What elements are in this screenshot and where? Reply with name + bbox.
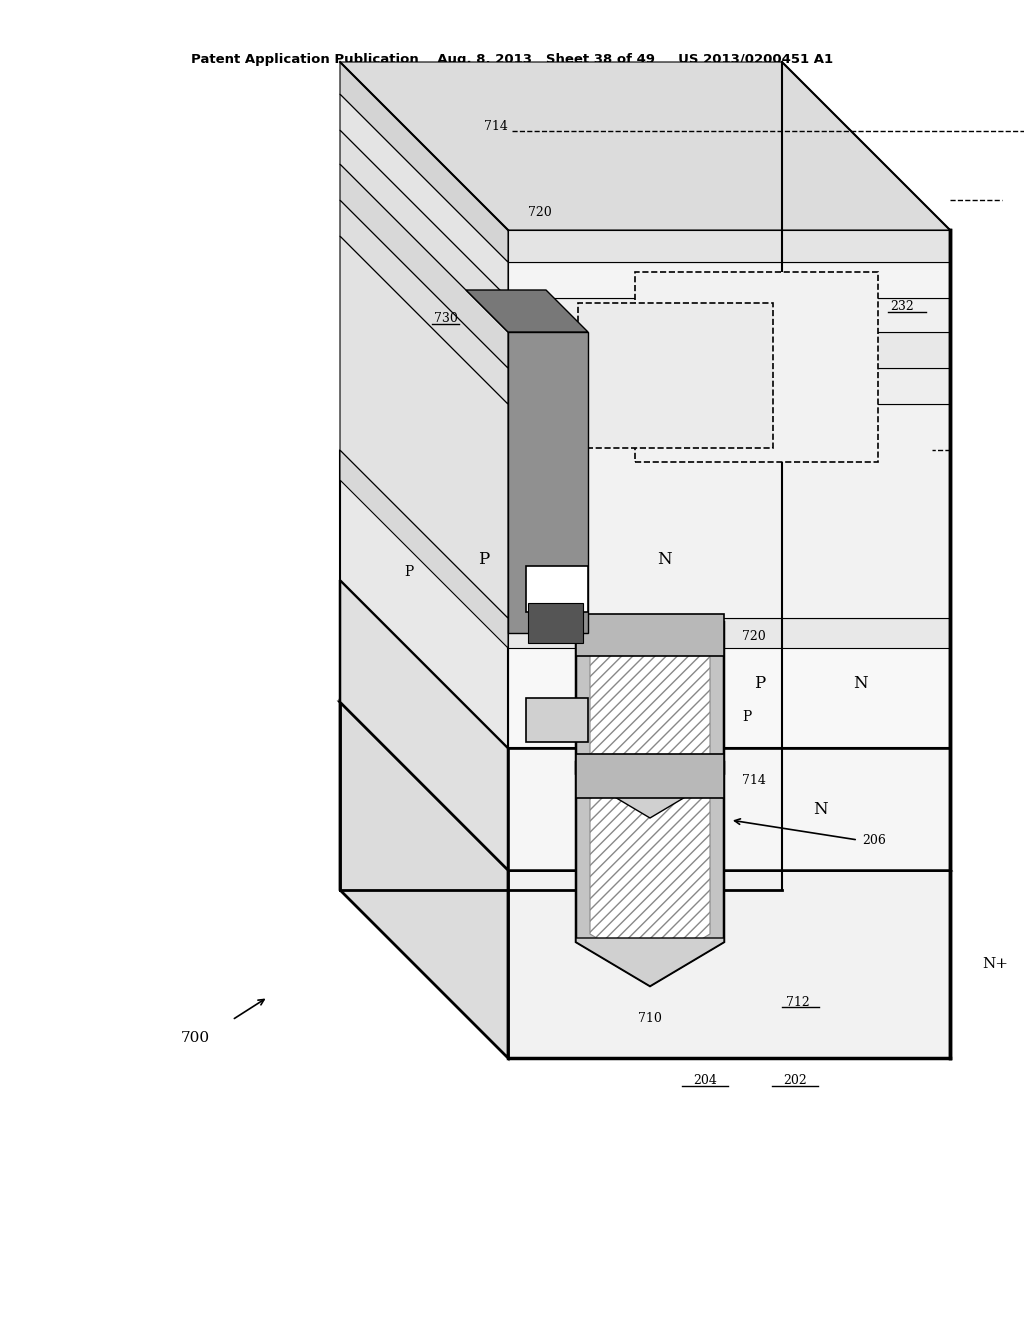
Polygon shape (575, 614, 724, 656)
Bar (578, 304, 773, 447)
Polygon shape (340, 450, 508, 748)
Polygon shape (508, 333, 588, 634)
Text: P: P (755, 675, 766, 692)
Polygon shape (340, 201, 508, 404)
Text: N+: N+ (982, 957, 1008, 972)
Polygon shape (340, 94, 508, 298)
Polygon shape (528, 603, 583, 643)
Polygon shape (508, 748, 950, 870)
Text: 714: 714 (484, 120, 508, 132)
Text: 712: 712 (786, 995, 810, 1008)
Polygon shape (340, 450, 950, 618)
Text: N: N (656, 550, 672, 568)
Polygon shape (340, 579, 508, 870)
Polygon shape (590, 622, 710, 803)
Polygon shape (340, 579, 950, 748)
Polygon shape (508, 368, 950, 404)
Polygon shape (340, 702, 950, 870)
Polygon shape (590, 762, 710, 970)
Bar (635, 272, 878, 462)
Polygon shape (340, 236, 950, 404)
Text: 206: 206 (862, 833, 886, 846)
Text: N+: N+ (640, 628, 660, 642)
Text: 716: 716 (639, 884, 662, 898)
Text: 234: 234 (664, 282, 687, 296)
Polygon shape (340, 201, 950, 368)
Polygon shape (340, 129, 950, 298)
Polygon shape (526, 698, 588, 742)
Text: N: N (813, 800, 827, 817)
Polygon shape (340, 450, 950, 618)
Text: N+: N+ (548, 715, 566, 725)
Polygon shape (466, 290, 588, 333)
Polygon shape (340, 129, 508, 333)
Polygon shape (340, 94, 950, 261)
Polygon shape (508, 618, 950, 648)
Text: P: P (776, 380, 786, 393)
Polygon shape (340, 236, 508, 618)
Polygon shape (575, 939, 724, 986)
Polygon shape (508, 404, 950, 618)
Text: Patent Application Publication    Aug. 8, 2013   Sheet 38 of 49     US 2013/0200: Patent Application Publication Aug. 8, 2… (190, 54, 834, 66)
Polygon shape (340, 62, 950, 230)
Text: FIG. 7: FIG. 7 (829, 964, 910, 987)
Polygon shape (526, 566, 588, 612)
Polygon shape (340, 702, 508, 1059)
Polygon shape (340, 164, 508, 368)
Polygon shape (508, 618, 950, 748)
Polygon shape (340, 450, 508, 648)
Polygon shape (575, 770, 724, 818)
Text: 204: 204 (693, 1074, 717, 1088)
Text: P: P (404, 565, 414, 579)
Text: 232: 232 (890, 301, 913, 314)
Text: N: N (853, 675, 867, 692)
Text: N+: N+ (640, 770, 660, 783)
Polygon shape (508, 261, 950, 298)
Text: P: P (742, 710, 752, 723)
Polygon shape (508, 298, 950, 333)
Polygon shape (575, 754, 724, 799)
Polygon shape (575, 622, 724, 818)
Text: 730: 730 (434, 313, 458, 326)
Polygon shape (508, 333, 950, 368)
Text: 700: 700 (180, 1031, 210, 1045)
Text: 202: 202 (783, 1074, 807, 1088)
Polygon shape (340, 62, 508, 261)
Text: 714: 714 (742, 774, 766, 787)
Text: N+: N+ (548, 583, 566, 594)
Polygon shape (340, 164, 950, 333)
Polygon shape (575, 762, 724, 986)
Text: 720: 720 (528, 206, 552, 219)
Polygon shape (508, 870, 950, 1059)
Text: 710: 710 (638, 1011, 662, 1024)
Text: 230: 230 (550, 623, 573, 636)
Text: P: P (478, 550, 489, 568)
Text: 720: 720 (742, 631, 766, 644)
Text: P+: P+ (608, 368, 629, 381)
Polygon shape (508, 230, 950, 261)
